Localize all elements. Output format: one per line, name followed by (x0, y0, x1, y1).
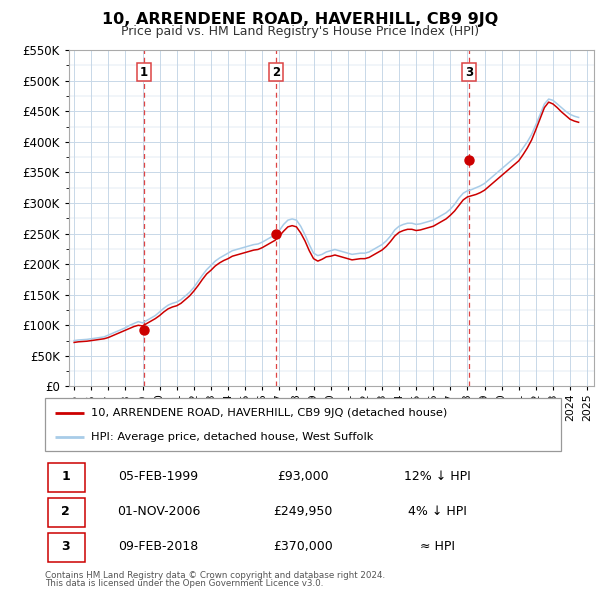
Text: 1: 1 (61, 470, 70, 483)
Text: 2: 2 (61, 505, 70, 519)
Text: 1: 1 (140, 65, 148, 78)
Text: Contains HM Land Registry data © Crown copyright and database right 2024.: Contains HM Land Registry data © Crown c… (45, 571, 385, 579)
Text: 4% ↓ HPI: 4% ↓ HPI (408, 505, 467, 519)
Text: 3: 3 (465, 65, 473, 78)
Text: 05-FEB-1999: 05-FEB-1999 (118, 470, 199, 483)
FancyBboxPatch shape (45, 398, 561, 451)
Text: £93,000: £93,000 (277, 470, 329, 483)
FancyBboxPatch shape (47, 497, 85, 527)
FancyBboxPatch shape (47, 463, 85, 492)
Text: This data is licensed under the Open Government Licence v3.0.: This data is licensed under the Open Gov… (45, 579, 323, 588)
Text: 2: 2 (272, 65, 281, 78)
Text: £249,950: £249,950 (274, 505, 332, 519)
Text: 10, ARRENDENE ROAD, HAVERHILL, CB9 9JQ: 10, ARRENDENE ROAD, HAVERHILL, CB9 9JQ (102, 12, 498, 27)
Text: 01-NOV-2006: 01-NOV-2006 (117, 505, 200, 519)
Text: HPI: Average price, detached house, West Suffolk: HPI: Average price, detached house, West… (91, 432, 374, 442)
Text: £370,000: £370,000 (273, 540, 333, 553)
FancyBboxPatch shape (47, 533, 85, 562)
Text: 12% ↓ HPI: 12% ↓ HPI (404, 470, 470, 483)
Text: Price paid vs. HM Land Registry's House Price Index (HPI): Price paid vs. HM Land Registry's House … (121, 25, 479, 38)
Text: 3: 3 (61, 540, 70, 553)
Text: 09-FEB-2018: 09-FEB-2018 (118, 540, 199, 553)
Text: ≈ HPI: ≈ HPI (419, 540, 455, 553)
Text: 10, ARRENDENE ROAD, HAVERHILL, CB9 9JQ (detached house): 10, ARRENDENE ROAD, HAVERHILL, CB9 9JQ (… (91, 408, 448, 418)
